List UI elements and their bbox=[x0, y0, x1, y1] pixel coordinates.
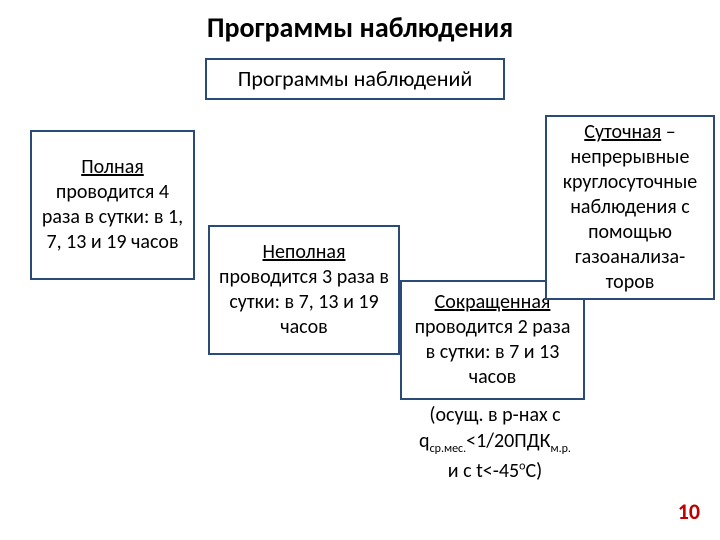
box-polnaya-name: Полная bbox=[81, 155, 144, 179]
note-l2b: <1/20ПДК bbox=[466, 429, 550, 453]
note-l3: и с t<-45oC) bbox=[395, 458, 595, 484]
box-nepolnaya-desc: проводится 3 раза в сутки: в 7, 13 и 19 … bbox=[219, 265, 389, 339]
header-text: Программы наблюдений bbox=[238, 65, 473, 93]
box-sokr-desc: проводится 2 раза в сутки: в 7 и 13 часо… bbox=[415, 315, 571, 389]
box-sutoch-desc: – непрерывные круглосуточные наблюдения … bbox=[563, 120, 697, 294]
box-sokr-name: Сокращенная bbox=[435, 290, 551, 314]
page-title: Программы наблюдения bbox=[0, 10, 720, 45]
box-sutoch-name: Суточная bbox=[584, 120, 661, 144]
box-nepolnaya: Неполная проводится 3 раза в сутки: в 7,… bbox=[208, 225, 400, 355]
note-l2: qср.мес.<1/20ПДКм.р. bbox=[395, 428, 595, 458]
note-l2sub2: м.р. bbox=[550, 442, 570, 456]
note-l3b: C) bbox=[525, 459, 542, 483]
note-l3a: и с t<-45 bbox=[448, 459, 519, 483]
note-l2sub1: ср.мес. bbox=[430, 442, 467, 456]
note-text: (осущ. в р-нах с qср.мес.<1/20ПДКм.р. и … bbox=[395, 402, 595, 484]
note-l1: (осущ. в р-нах с bbox=[395, 402, 595, 428]
box-nepolnaya-name: Неполная bbox=[263, 240, 346, 264]
box-nepolnaya-content: Неполная проводится 3 раза в сутки: в 7,… bbox=[216, 240, 392, 340]
page-number: 10 bbox=[678, 498, 700, 525]
box-sutoch-content: Суточная – непрерывные круглосуточные на… bbox=[553, 120, 707, 295]
box-polnaya-desc: проводится 4 раза в сутки: в 1, 7, 13 и … bbox=[42, 180, 183, 254]
note-l2a: q bbox=[419, 429, 430, 453]
box-polnaya: Полная проводится 4 раза в сутки: в 1, 7… bbox=[30, 130, 195, 280]
box-sokr-content: Сокращенная проводится 2 раза в сутки: в… bbox=[408, 290, 577, 390]
box-sutoch: Суточная – непрерывные круглосуточные на… bbox=[545, 115, 715, 300]
header-box: Программы наблюдений bbox=[205, 58, 505, 100]
box-polnaya-content: Полная проводится 4 раза в сутки: в 1, 7… bbox=[38, 155, 187, 255]
